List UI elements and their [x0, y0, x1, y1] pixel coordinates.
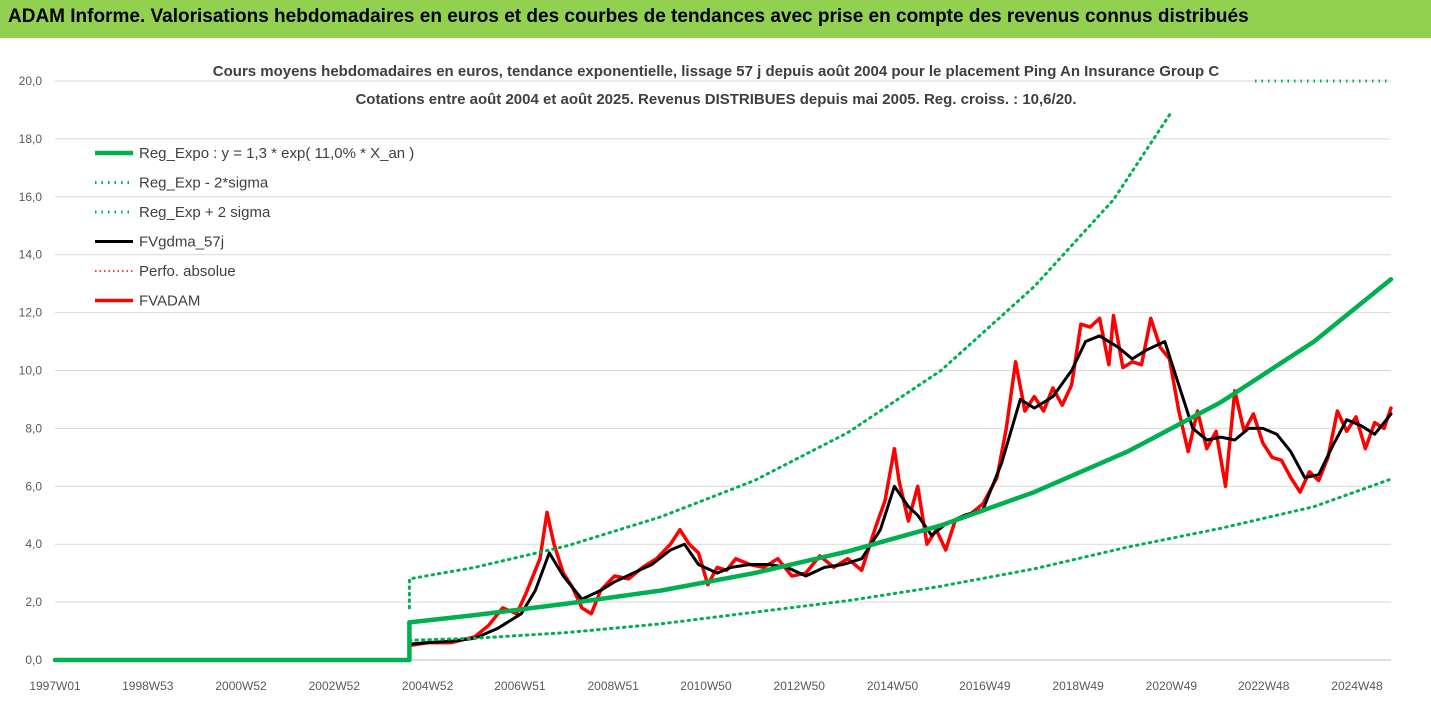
- legend-label: Perfo. absolue: [139, 263, 236, 280]
- x-tick-label: 2000W52: [215, 679, 267, 693]
- series-lines: [52, 79, 1394, 663]
- y-tick-label: 18,0: [19, 132, 43, 146]
- x-tick-label: 2020W49: [1146, 679, 1198, 693]
- x-tick-label: 1997W01: [29, 679, 81, 693]
- series-line-4: [407, 334, 1393, 646]
- y-tick-label: 2,0: [25, 595, 42, 609]
- x-tick-label: 2022W48: [1238, 679, 1290, 693]
- series-line-1: [52, 277, 1394, 663]
- x-axis: 1997W01 1998W53 2000W52 2002W52 2004W52 2006W…: [29, 659, 1391, 693]
- y-tick-label: 20,0: [19, 74, 43, 88]
- legend-label: Reg_Exp - 2*sigma: [139, 175, 269, 192]
- y-tick-label: 6,0: [25, 479, 42, 493]
- y-tick-label: 0,0: [25, 653, 42, 667]
- chart-subtitle: Cotations entre août 2004 et août 2025. …: [355, 91, 1076, 108]
- x-tick-label: 2024W48: [1331, 679, 1383, 693]
- x-tick-label: 2008W51: [587, 679, 639, 693]
- x-tick-label: 2018W49: [1052, 679, 1104, 693]
- y-tick-label: 14,0: [19, 248, 43, 262]
- x-tick-label: 2016W49: [959, 679, 1011, 693]
- x-tick-label: 2010W50: [680, 679, 732, 693]
- legend: Reg_Expo : y = 1,3 * exp( 11,0% * X_an )…: [95, 145, 414, 310]
- x-tick-label: 2002W52: [309, 679, 361, 693]
- report-banner: ADAM Informe. Valorisations hebdomadaire…: [0, 0, 1431, 38]
- x-tick-label: 2014W50: [867, 679, 919, 693]
- series-line-3: [407, 109, 1174, 610]
- legend-label: Reg_Exp + 2 sigma: [139, 204, 271, 221]
- x-tick-label: 1998W53: [122, 679, 174, 693]
- x-tick-label: 2004W52: [402, 679, 454, 693]
- gridlines: [55, 80, 1391, 661]
- series-line-6: [53, 313, 1393, 662]
- legend-label: FVADAM: [139, 293, 200, 310]
- series-line-2: [407, 477, 1393, 642]
- legend-label: Reg_Expo : y = 1,3 * exp( 11,0% * X_an ): [139, 145, 414, 162]
- y-axis: 0,0 2,0 4,0 6,0 8,0 10,0 12,0 14,0 16,0 18,0 20,0: [19, 74, 43, 667]
- y-tick-label: 10,0: [19, 364, 43, 378]
- y-tick-label: 4,0: [25, 537, 42, 551]
- x-tick-label: 2012W50: [774, 679, 826, 693]
- trend-chart: 0,02,04,06,08,010,012,014,016,018,020,0 …: [19, 63, 1394, 693]
- x-tick-label: 2006W51: [494, 679, 546, 693]
- chart-title: Cours moyens hebdomadaires en euros, ten…: [213, 63, 1220, 80]
- y-tick-label: 8,0: [25, 421, 42, 435]
- y-tick-label: 16,0: [19, 190, 43, 204]
- y-tick-label: 12,0: [19, 306, 43, 320]
- legend-label: FVgdma_57j: [139, 234, 224, 251]
